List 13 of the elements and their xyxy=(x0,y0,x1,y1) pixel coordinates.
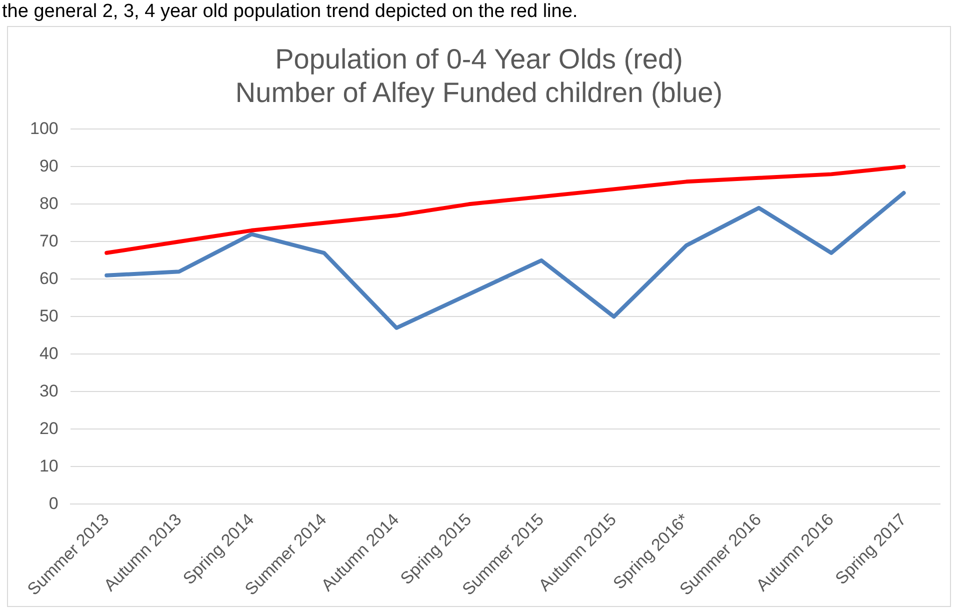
y-tick-label: 80 xyxy=(39,194,58,213)
y-tick-label: 100 xyxy=(30,118,58,138)
y-tick-label: 10 xyxy=(39,456,58,476)
chart-title: Population of 0-4 Year Olds (red) Number of Alfey Funded children (blue) xyxy=(235,44,723,108)
y-tick-label: 90 xyxy=(39,156,58,176)
text: the general 2, 3, 4 year old population trend depicted on the red line. xyxy=(1,0,579,24)
y-tick-label: 70 xyxy=(39,231,58,250)
y-tick-label: 40 xyxy=(39,344,58,363)
y-tick-label: 20 xyxy=(39,418,58,438)
y-tick-label: 0 xyxy=(48,494,58,513)
y-tick-label: 50 xyxy=(39,306,58,326)
y-tick-label: 30 xyxy=(39,381,58,400)
y-tick-label: 60 xyxy=(39,268,58,288)
